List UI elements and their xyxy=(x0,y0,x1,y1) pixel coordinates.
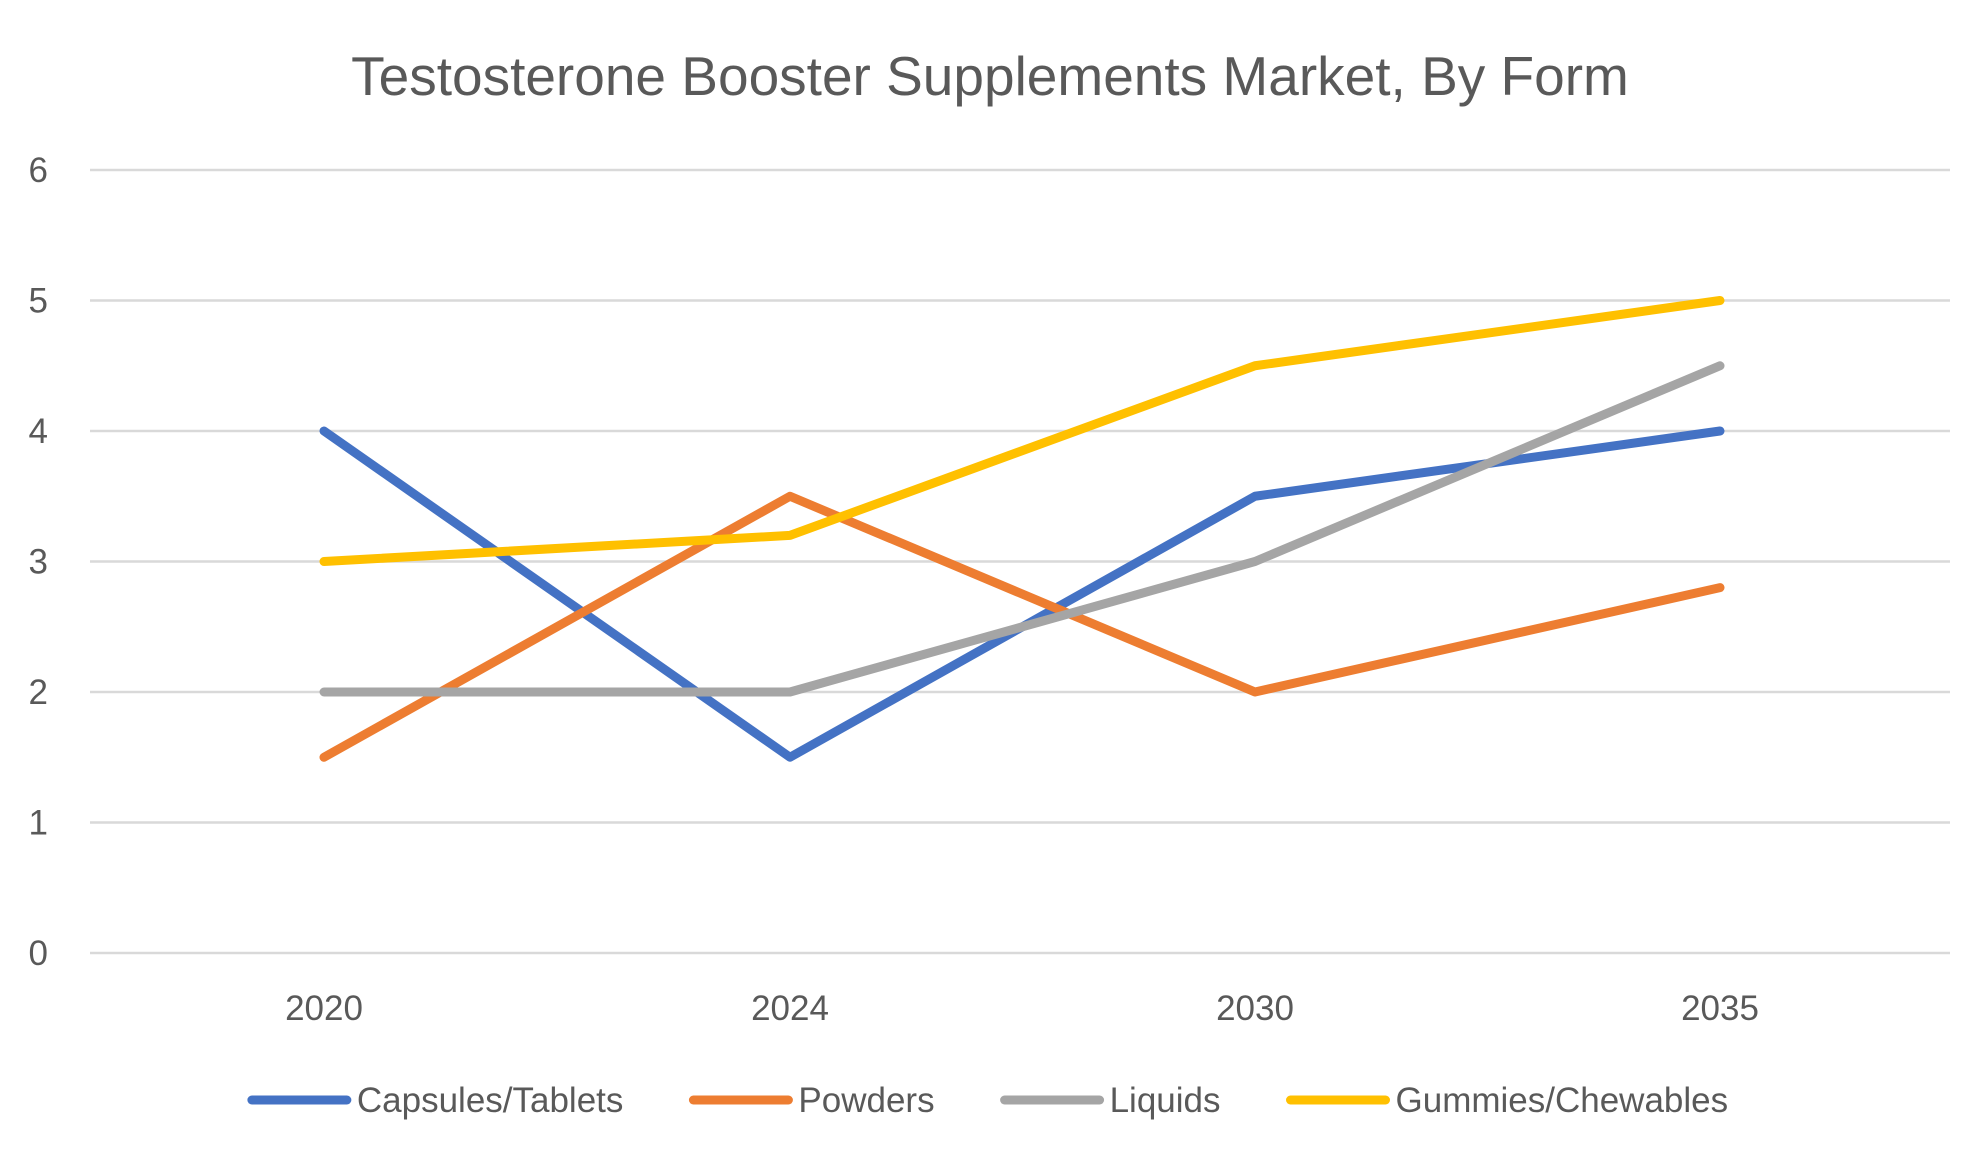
x-tick-label: 2020 xyxy=(285,989,363,1028)
series-lines xyxy=(319,296,1725,762)
legend-item: Capsules/Tablets xyxy=(247,1081,624,1120)
legend-label: Powders xyxy=(798,1081,934,1120)
x-tick-label: 2024 xyxy=(751,989,829,1028)
legend: Capsules/Tablets Powders Liquids Gummies/Ch… xyxy=(247,1081,1729,1120)
chart-title: Testosterone Booster Supplements Market,… xyxy=(351,45,1629,107)
y-axis-tick-labels: 0 1 2 3 4 5 6 xyxy=(29,151,48,973)
y-tick-label: 0 xyxy=(29,934,48,973)
x-axis-tick-labels: 2020 2024 2030 2035 xyxy=(285,989,1759,1028)
series-line-gummies-chewables xyxy=(319,296,1725,566)
y-tick-label: 3 xyxy=(29,543,48,582)
series-line-liquids xyxy=(319,361,1725,697)
series-line-powders xyxy=(319,491,1725,762)
x-tick-label: 2030 xyxy=(1216,989,1294,1028)
y-tick-label: 6 xyxy=(29,151,48,190)
legend-item: Liquids xyxy=(1000,1081,1221,1120)
legend-label: Liquids xyxy=(1110,1081,1221,1120)
legend-label: Gummies/Chewables xyxy=(1396,1081,1729,1120)
legend-item: Powders xyxy=(688,1081,935,1120)
legend-label: Capsules/Tablets xyxy=(357,1081,624,1120)
y-tick-label: 5 xyxy=(29,282,48,321)
x-tick-label: 2035 xyxy=(1681,989,1759,1028)
y-tick-label: 1 xyxy=(29,804,48,843)
y-tick-label: 4 xyxy=(29,412,48,451)
y-tick-label: 2 xyxy=(29,673,48,712)
legend-item: Gummies/Chewables xyxy=(1286,1081,1729,1120)
